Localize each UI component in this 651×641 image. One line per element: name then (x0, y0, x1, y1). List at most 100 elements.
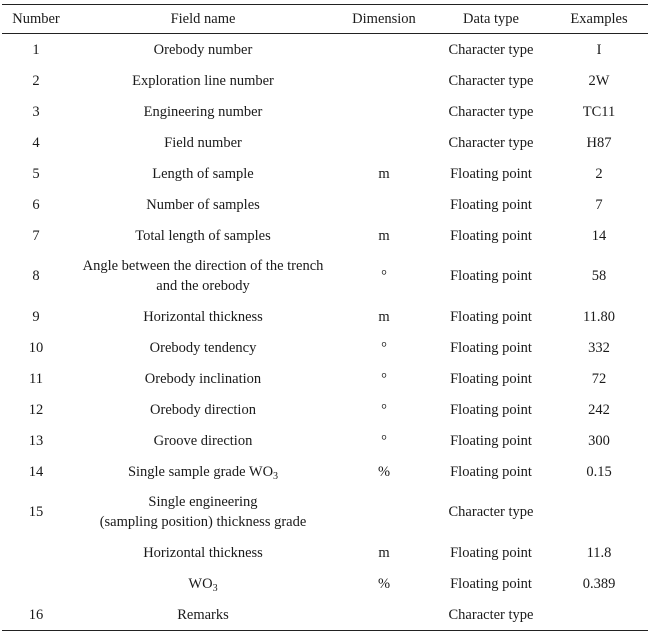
cell-dimension: m (378, 308, 390, 325)
cell-dimension (336, 65, 432, 96)
cell-field: Remarks (177, 606, 229, 623)
cell-example: 0.15 (586, 463, 612, 480)
cell-type: Character type (448, 134, 534, 151)
cell-field: WO3 (70, 568, 336, 599)
cell-number: 1 (32, 41, 40, 58)
cell-type: Character type (448, 103, 534, 120)
cell-example: 11.80 (582, 308, 616, 325)
cell-field: Exploration line number (132, 72, 274, 89)
cell-dimension (336, 189, 432, 220)
table-row: 7 Total length of samples m Floating poi… (2, 220, 648, 251)
cell-field: Engineering number (143, 103, 263, 120)
cell-dimension (336, 34, 432, 66)
cell-dimension: m (378, 165, 390, 182)
cell-field: Number of samples (146, 196, 260, 213)
table-row: 1 Orebody number Character type I (2, 34, 648, 66)
cell-type: Floating point (450, 268, 532, 284)
cell-type: Floating point (450, 463, 532, 480)
cell-example: 0.389 (582, 575, 616, 592)
cell-example: 72 (591, 370, 607, 387)
cell-field-subscript: 3 (273, 470, 279, 482)
cell-field-main: Single sample grade WO (127, 463, 274, 480)
cell-number (2, 568, 70, 599)
cell-field: Single engineering (sampling position) th… (70, 487, 336, 537)
cell-example: 11.8 (586, 544, 612, 561)
header-number: Number (12, 11, 60, 27)
cell-type: Floating point (450, 196, 532, 213)
cell-field: Horizontal thickness (143, 544, 263, 561)
cell-example: 332 (588, 339, 610, 356)
cell-type: Floating point (450, 432, 532, 449)
cell-example: H87 (586, 134, 612, 151)
cell-field-line-1: Angle between the direction of the trenc… (82, 258, 324, 274)
table-row: 15 Single engineering (sampling position)… (2, 487, 648, 537)
cell-example: 300 (588, 432, 610, 449)
cell-field: Horizontal thickness (143, 308, 263, 325)
table-row: 11 Orebody inclination ° Floating point … (2, 363, 648, 394)
cell-number: 8 (32, 268, 40, 284)
cell-dimension: ° (381, 268, 387, 284)
cell-field: Orebody number (153, 41, 253, 58)
header-examples: Examples (570, 11, 628, 27)
cell-type: Character type (448, 504, 534, 520)
table-row: WO3 % Floating point 0.389 (2, 568, 648, 599)
cell-field-line-1: Single engineering (148, 494, 258, 510)
table-row: 10 Orebody tendency ° Floating point 332 (2, 332, 648, 363)
cell-dimension (336, 599, 432, 631)
cell-field: Field number (164, 134, 242, 151)
cell-field: Orebody tendency (149, 339, 257, 356)
cell-dimension: ° (381, 401, 387, 418)
cell-number: 9 (32, 308, 40, 325)
cell-type: Character type (448, 606, 534, 623)
cell-type: Character type (448, 72, 534, 89)
cell-example (550, 599, 648, 631)
table-row: 8 Angle between the direction of the tre… (2, 251, 648, 301)
cell-number: 10 (28, 339, 44, 356)
cell-dimension: m (378, 544, 390, 561)
cell-example: 7 (595, 196, 603, 213)
cell-field: Single sample grade WO3 (70, 456, 336, 487)
cell-field: Orebody inclination (144, 370, 262, 387)
cell-number: 11 (29, 370, 43, 387)
cell-field: Orebody direction (150, 401, 256, 418)
cell-field-line-2: and the orebody (156, 278, 250, 294)
cell-field: Angle between the direction of the trenc… (70, 251, 336, 301)
cell-type: Floating point (450, 575, 532, 592)
cell-field-subscript: 3 (212, 582, 218, 594)
table-header-row: Number Field name Dimension Data type Ex… (2, 4, 648, 34)
cell-number (2, 537, 70, 568)
cell-field: Groove direction (153, 432, 253, 449)
cell-example: 2 (595, 165, 603, 182)
cell-type: Floating point (450, 339, 532, 356)
cell-dimension (336, 487, 432, 537)
cell-type: Floating point (450, 401, 532, 418)
field-definition-table: Number Field name Dimension Data type Ex… (2, 4, 648, 631)
cell-number: 3 (32, 103, 40, 120)
table-row: 13 Groove direction ° Floating point 300 (2, 425, 648, 456)
header-field-name: Field name (170, 11, 236, 27)
cell-field-main: WO (188, 575, 213, 592)
cell-dimension: ° (381, 370, 387, 387)
cell-number: 12 (28, 401, 44, 418)
header-dimension: Dimension (352, 11, 416, 27)
cell-number: 4 (32, 134, 40, 151)
cell-dimension: ° (381, 339, 387, 356)
cell-dimension: m (378, 227, 390, 244)
table-row: 5 Length of sample m Floating point 2 (2, 158, 648, 189)
cell-field-line-2: (sampling position) thickness grade (99, 514, 307, 530)
cell-number: 2 (32, 72, 40, 89)
table-row: 16 Remarks Character type (2, 599, 648, 631)
table-row: 14 Single sample grade WO3 % Floating po… (2, 456, 648, 487)
cell-type: Character type (448, 41, 534, 58)
cell-dimension (336, 127, 432, 158)
header-data-type: Data type (463, 11, 519, 27)
cell-example: 14 (591, 227, 607, 244)
cell-example: 58 (591, 268, 607, 284)
cell-field: Total length of samples (135, 227, 271, 244)
cell-type: Floating point (450, 544, 532, 561)
cell-dimension: ° (381, 432, 387, 449)
cell-field: Length of sample (152, 165, 254, 182)
cell-example: 2W (588, 72, 610, 89)
cell-dimension (336, 96, 432, 127)
